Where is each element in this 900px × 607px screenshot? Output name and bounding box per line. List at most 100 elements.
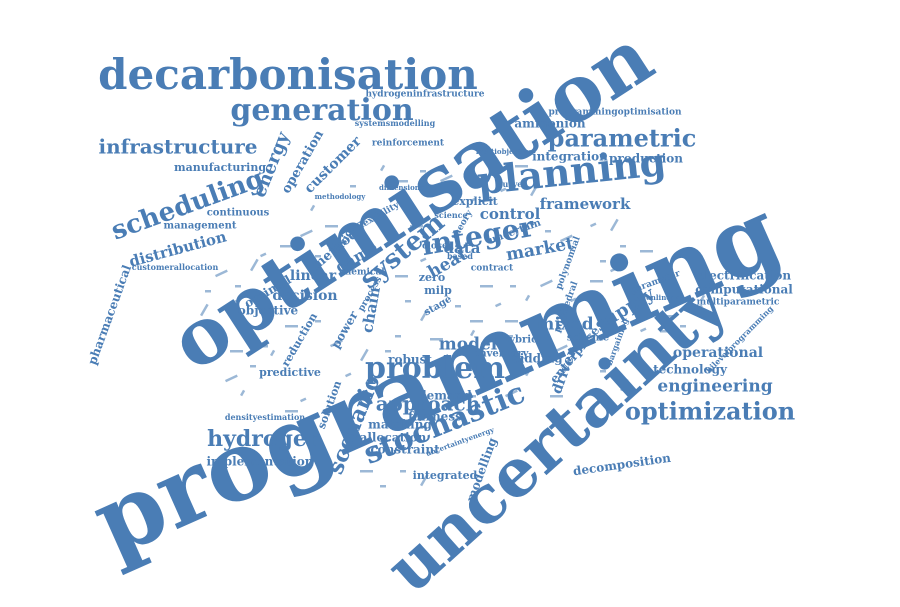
texture-fleck	[515, 165, 528, 168]
texture-fleck	[325, 225, 338, 228]
texture-fleck	[395, 400, 408, 403]
word-cloud-texture	[200, 163, 706, 488]
cloud-word-computational: computational	[695, 283, 793, 297]
texture-fleck	[285, 410, 298, 413]
texture-fleck	[405, 300, 411, 303]
cloud-word-manufacturing: manufacturing	[174, 161, 266, 174]
texture-fleck	[610, 218, 619, 232]
cloud-word-pharmaceutical: pharmaceutical	[85, 263, 134, 367]
cloud-word-operational: operational	[673, 345, 763, 361]
cloud-word-robust: robust	[388, 353, 432, 367]
texture-fleck	[365, 209, 378, 218]
cloud-word-dimensionality: dimensionality	[379, 183, 438, 192]
cloud-word-milp: milp	[424, 284, 452, 297]
texture-fleck	[640, 250, 653, 253]
cloud-word-mixed: mixed	[536, 315, 593, 335]
texture-fleck	[380, 485, 386, 488]
cloud-word-decision: decision	[272, 288, 337, 304]
cloud-word-fairness: fairness	[408, 410, 462, 424]
texture-fleck	[625, 290, 638, 293]
texture-fleck	[215, 269, 228, 278]
texture-fleck	[510, 285, 516, 288]
texture-fleck	[225, 299, 238, 308]
cloud-word-scheduling: scheduling	[107, 164, 267, 247]
cloud-word-objective: objective	[238, 304, 299, 318]
texture-fleck	[550, 395, 563, 398]
texture-fleck	[470, 329, 476, 337]
cloud-word-densityestimation: densityestimation	[225, 412, 305, 422]
texture-fleck	[525, 294, 531, 302]
cloud-word-reinforcement: reinforcement	[372, 139, 445, 149]
texture-fleck	[420, 170, 426, 173]
texture-fleck	[469, 197, 477, 203]
texture-fleck	[410, 225, 423, 228]
texture-fleck	[470, 395, 476, 398]
texture-fleck	[500, 335, 513, 338]
texture-fleck	[504, 389, 518, 398]
texture-fleck	[315, 255, 321, 258]
texture-fleck	[240, 330, 246, 333]
texture-fleck	[260, 252, 267, 258]
texture-fleck	[505, 320, 518, 323]
texture-fleck	[300, 229, 313, 238]
cloud-word-integrated: integrated	[413, 469, 478, 482]
texture-fleck	[620, 245, 626, 248]
cloud-word-closed: closed	[422, 242, 455, 252]
cloud-word-predictive: predictive	[259, 366, 321, 379]
texture-fleck	[600, 370, 606, 373]
cloud-word-continuous: continuous	[207, 208, 270, 219]
texture-fleck	[395, 275, 408, 278]
texture-fleck	[225, 374, 238, 383]
cloud-word-curve: curve	[498, 179, 523, 189]
texture-fleck	[400, 470, 406, 473]
texture-fleck	[360, 470, 373, 473]
cloud-word-multiobjective: multiobjective	[476, 147, 533, 156]
texture-fleck	[600, 260, 606, 263]
texture-fleck	[620, 378, 629, 392]
texture-fleck	[420, 257, 427, 263]
texture-fleck	[700, 294, 706, 302]
texture-fleck	[310, 204, 316, 212]
cloud-word-generation: generation	[230, 93, 413, 128]
cloud-word-scheme: scheme	[567, 333, 609, 344]
texture-fleck	[680, 325, 686, 328]
cloud-word-optimization: optimization	[625, 397, 795, 426]
texture-fleck	[420, 308, 429, 322]
cloud-word-management: management	[164, 221, 237, 232]
cloud-word-framework: framework	[540, 195, 631, 213]
texture-fleck	[280, 245, 293, 248]
texture-fleck	[439, 174, 453, 183]
texture-fleck	[499, 187, 507, 193]
texture-fleck	[230, 350, 243, 353]
cloud-word-approach: approach	[376, 392, 481, 416]
texture-fleck	[250, 258, 259, 272]
texture-fleck	[380, 164, 386, 172]
texture-fleck	[420, 473, 429, 487]
texture-fleck	[640, 327, 647, 333]
texture-fleck	[555, 344, 568, 353]
texture-fleck	[300, 397, 307, 403]
texture-fleck	[540, 279, 553, 288]
cloud-word-parametric: parametric	[548, 124, 697, 153]
cloud-word-zero: zero	[419, 271, 445, 284]
texture-fleck	[240, 389, 246, 397]
texture-fleck	[200, 303, 209, 317]
cloud-word-production: production	[609, 152, 683, 166]
texture-fleck	[590, 280, 603, 283]
cloud-word-integration: integration	[532, 150, 608, 164]
cloud-word-systemsmodelling: systemsmodelling	[355, 118, 436, 128]
cloud-word-implementation: implementation	[206, 455, 313, 469]
texture-fleck	[455, 305, 461, 308]
texture-fleck	[610, 267, 617, 273]
texture-fleck	[480, 285, 493, 288]
texture-fleck	[344, 372, 352, 378]
cloud-word-chemical: chemical	[339, 268, 385, 278]
cloud-word-decarbonisation: decarbonisation	[98, 50, 478, 99]
cloud-word-constraint: constraint	[370, 443, 440, 457]
texture-fleck	[545, 230, 551, 233]
cloud-word-inventory: inventory	[476, 349, 530, 360]
texture-fleck	[525, 369, 531, 377]
cloud-word-based: based	[447, 251, 473, 261]
